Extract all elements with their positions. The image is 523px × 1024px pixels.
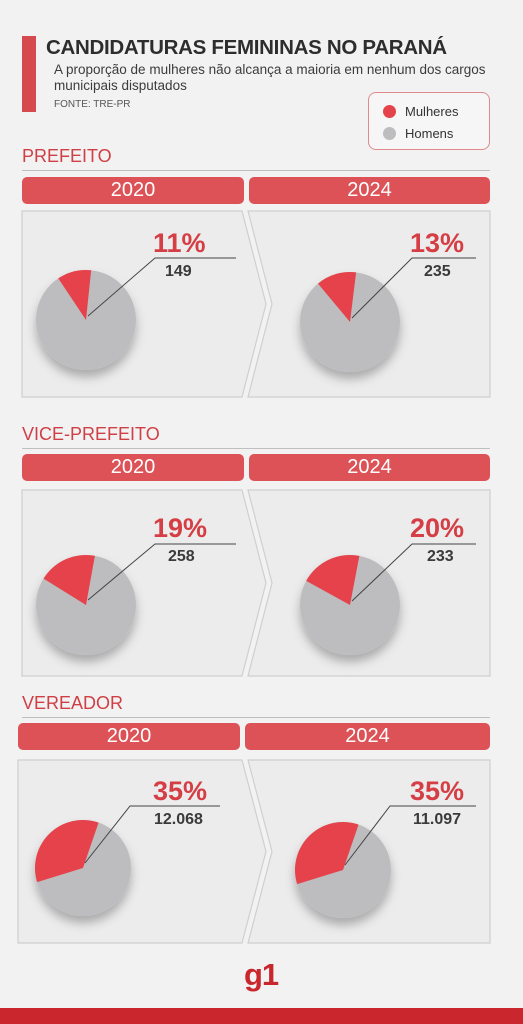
section-title-vereador: VEREADOR bbox=[22, 692, 490, 718]
slice-women-prefeito-2024 bbox=[318, 272, 357, 322]
year-tab-vice-prefeito-2024: 2024 bbox=[249, 454, 490, 481]
leader-line-vice-prefeito-2024 bbox=[351, 543, 476, 602]
g1-logo: g1 bbox=[244, 957, 279, 992]
count-label-prefeito-2020: 149 bbox=[165, 263, 192, 280]
slice-women-vereador-2024 bbox=[295, 822, 359, 885]
pct-label-prefeito-2020: 11% bbox=[153, 228, 206, 258]
leader-line-vereador-2024 bbox=[344, 805, 476, 866]
pct-label-vice-prefeito-2020: 19% bbox=[153, 513, 208, 543]
leader-line-vereador-2020 bbox=[84, 805, 220, 864]
pie-vereador-2024 bbox=[295, 822, 391, 918]
slice-women-vice-prefeito-2024 bbox=[306, 555, 360, 605]
count-label-vereador-2020: 12.068 bbox=[154, 811, 203, 828]
year-tab-vice-prefeito-2020: 2020 bbox=[22, 454, 244, 481]
section-title-vice-prefeito: VICE-PREFEITO bbox=[22, 423, 490, 449]
count-label-vereador-2024: 11.097 bbox=[413, 811, 462, 828]
page-subtitle: A proporção de mulheres não alcança a ma… bbox=[54, 62, 486, 93]
pct-label-vereador-2020: 35% bbox=[153, 776, 208, 806]
count-label-vice-prefeito-2024: 233 bbox=[427, 548, 454, 565]
title-accent-bar bbox=[22, 36, 36, 112]
year-tab-prefeito-2020: 2020 bbox=[22, 177, 244, 204]
leader-line-vice-prefeito-2020 bbox=[87, 543, 236, 601]
legend-item-men: Homens bbox=[383, 126, 453, 141]
leader-line-prefeito-2020 bbox=[87, 257, 236, 317]
slice-women-vice-prefeito-2020 bbox=[43, 554, 95, 605]
leader-line-prefeito-2024 bbox=[351, 257, 476, 319]
pie-vice-prefeito-2024 bbox=[300, 555, 400, 655]
page-title: CANDIDATURAS FEMININAS NO PARANÁ bbox=[46, 36, 447, 59]
pie-prefeito-2024 bbox=[300, 272, 400, 372]
pct-label-prefeito-2024: 13% bbox=[410, 228, 465, 258]
count-label-prefeito-2024: 235 bbox=[424, 263, 451, 280]
year-tab-vereador-2024: 2024 bbox=[245, 723, 490, 750]
legend: Mulheres Homens bbox=[368, 92, 490, 150]
count-label-vice-prefeito-2020: 258 bbox=[168, 548, 195, 565]
year-tab-vereador-2020: 2020 bbox=[18, 723, 240, 750]
legend-swatch-men bbox=[383, 127, 396, 140]
source-note: FONTE: TRE-PR bbox=[54, 99, 131, 110]
legend-swatch-women bbox=[383, 105, 396, 118]
footer-bar bbox=[0, 1008, 523, 1024]
pie-vice-prefeito-2020 bbox=[36, 554, 136, 655]
slice-women-vereador-2020 bbox=[35, 820, 99, 883]
legend-label-women: Mulheres bbox=[405, 104, 459, 119]
pct-label-vereador-2024: 35% bbox=[410, 776, 465, 806]
section-title-prefeito: PREFEITO bbox=[22, 145, 490, 171]
pie-vereador-2020 bbox=[35, 820, 131, 916]
pie-prefeito-2020 bbox=[36, 270, 136, 370]
slice-women-prefeito-2020 bbox=[58, 270, 92, 320]
legend-label-men: Homens bbox=[405, 126, 454, 141]
pct-label-vice-prefeito-2024: 20% bbox=[410, 513, 465, 543]
legend-item-women: Mulheres bbox=[383, 104, 458, 119]
year-tab-prefeito-2024: 2024 bbox=[249, 177, 490, 204]
